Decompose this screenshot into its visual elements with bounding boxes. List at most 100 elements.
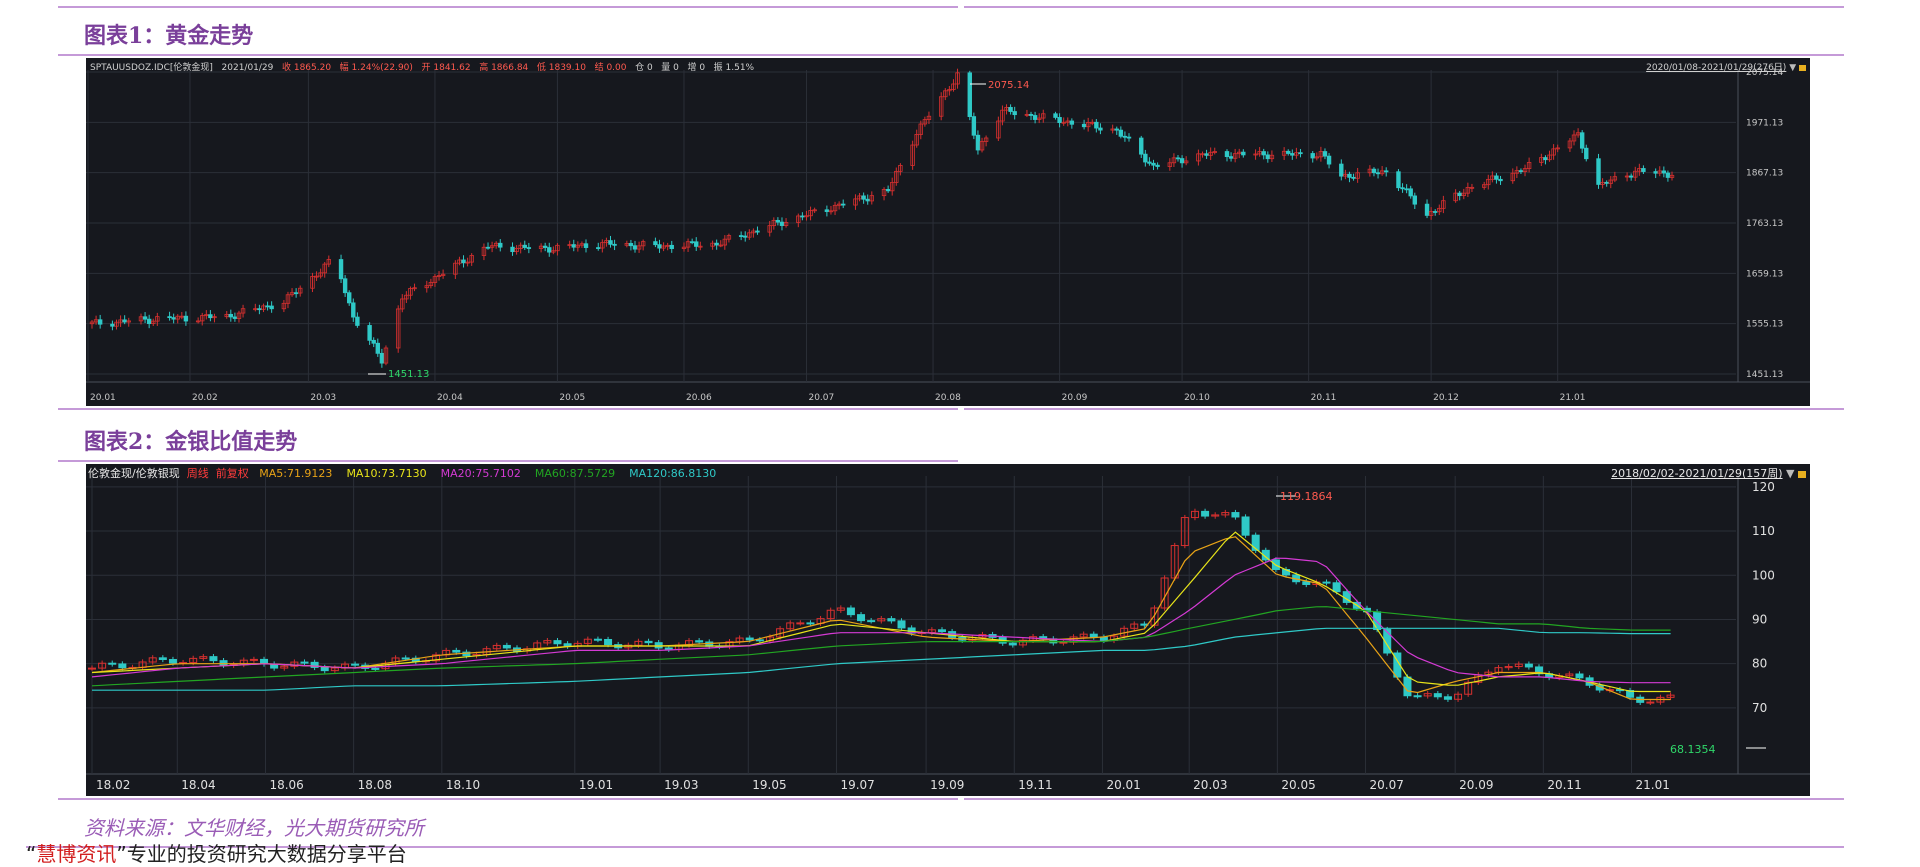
candle-up: [1608, 179, 1613, 184]
candle-down: [219, 660, 228, 666]
candle-down: [1143, 153, 1148, 163]
candle-down: [714, 242, 719, 246]
candle-down: [232, 316, 238, 319]
candle-up: [151, 320, 156, 324]
gold-price-chart[interactable]: 2075.14 1971.13 1867.13 1763.13 1659.13 1555.…: [86, 58, 1810, 406]
candle-up: [261, 305, 266, 310]
candle-down: [1494, 175, 1499, 180]
candle-down: [351, 663, 360, 666]
candle-up: [579, 243, 585, 246]
triangle-down-icon[interactable]: ▼: [1786, 467, 1795, 480]
candle-up: [1232, 153, 1238, 159]
candle-down: [644, 640, 653, 644]
candle-down: [583, 243, 589, 248]
candle-up: [1481, 184, 1487, 188]
candle-down: [1403, 676, 1412, 697]
candle-down: [1290, 153, 1295, 156]
candle-up: [600, 242, 605, 249]
candle-up: [195, 320, 201, 323]
header-increase: 增 0: [687, 63, 706, 73]
brand-name[interactable]: 慧博资讯: [36, 842, 117, 866]
y-tick-label: 90: [1752, 612, 1767, 626]
x-tick-label: 18.10: [446, 778, 480, 792]
candle-down: [608, 240, 613, 245]
candle-down: [885, 189, 891, 192]
header-amplitude: 振 1.51%: [713, 63, 755, 73]
candle-up: [832, 204, 838, 212]
candle-down: [867, 620, 876, 623]
candle-down: [1404, 188, 1409, 191]
candle-down: [1665, 172, 1671, 178]
lock-icon[interactable]: [1799, 64, 1806, 71]
candle-down: [1412, 195, 1417, 205]
x-tick-label: 20.07: [1370, 778, 1404, 792]
candle-down: [209, 656, 218, 662]
candle-down: [824, 209, 830, 213]
x-tick-label: 20.04: [437, 393, 463, 403]
candle-up: [281, 302, 287, 310]
source-note: 资料来源：文华财经，光大期货研究所: [84, 816, 424, 840]
brand-quote-open: “: [26, 842, 37, 866]
candle-up: [836, 607, 845, 611]
candle-up: [236, 312, 242, 319]
candle-up: [877, 618, 886, 622]
candle-up: [1657, 170, 1662, 174]
y-tick-label: 120: [1752, 480, 1775, 494]
lock-icon[interactable]: [1798, 470, 1806, 478]
header-volume: 量 0: [661, 63, 679, 73]
header-close: 收 1865.20: [281, 63, 332, 73]
candle-up: [1041, 113, 1046, 119]
candle-up: [914, 134, 919, 146]
candle-up: [1441, 200, 1446, 209]
header-period: 周线: [186, 467, 209, 480]
candle-up: [1024, 113, 1030, 116]
header-open: 开 1841.62: [421, 63, 471, 73]
candle-up: [1183, 160, 1189, 164]
candle-up: [493, 242, 499, 247]
candle-down: [183, 315, 189, 322]
triangle-down-icon[interactable]: ▼: [1789, 63, 1797, 73]
chart2-range-selector[interactable]: 2018/02/02-2021/01/29(157周) ▼: [1611, 465, 1806, 481]
candle-up: [1379, 170, 1385, 175]
candle-down: [1069, 120, 1075, 125]
candle-down: [1179, 158, 1185, 164]
candle-down: [1383, 629, 1392, 654]
candle-up: [665, 244, 670, 247]
candle-up: [93, 319, 99, 323]
candle-up: [280, 665, 289, 669]
candle-up: [869, 195, 874, 202]
candle-up: [481, 246, 487, 256]
candle-up: [1637, 168, 1642, 172]
candle-up: [224, 313, 229, 318]
x-tick-label: 20.12: [1433, 393, 1459, 403]
candle-down: [351, 302, 356, 318]
x-tick-label: 18.08: [358, 778, 392, 792]
x-tick-label: 20.05: [1281, 778, 1315, 792]
chart2-bottom-rule-left: [58, 798, 958, 800]
candle-up: [1547, 154, 1552, 161]
gold-silver-ratio-chart[interactable]: 120 110 100 90 80 70 18.02 18.04 18.06 18.08 18.1…: [86, 464, 1810, 796]
candle-down: [632, 245, 638, 250]
candle-down: [1008, 642, 1017, 646]
candle-down: [1094, 121, 1099, 129]
candle-down: [653, 241, 658, 246]
header-low: 低 1839.10: [536, 63, 586, 73]
candle-down: [846, 607, 855, 616]
candle-down: [897, 620, 906, 629]
candle-up: [681, 246, 687, 250]
candle-up: [148, 657, 157, 663]
candle-up: [1514, 663, 1523, 668]
legend-ma5: MA5:71.9123: [259, 467, 333, 480]
y-tick-label: 1659.13: [1746, 269, 1783, 279]
brand-tagline: “慧博资讯”专业的投资研究大数据分享平台: [26, 838, 407, 867]
candle-down: [1139, 137, 1144, 155]
y-tick-label: 2075.14: [1746, 68, 1783, 78]
x-tick-label: 20.09: [1459, 778, 1493, 792]
candle-up: [636, 245, 642, 250]
ma-line-ma10: [91, 531, 1671, 693]
candle-up: [396, 308, 401, 349]
candle-up: [88, 667, 96, 670]
chart1-range-selector[interactable]: 2020/01/08-2021/01/29(276日) ▼: [1646, 60, 1806, 73]
candle-up: [1090, 121, 1095, 124]
candle-down: [118, 663, 127, 669]
